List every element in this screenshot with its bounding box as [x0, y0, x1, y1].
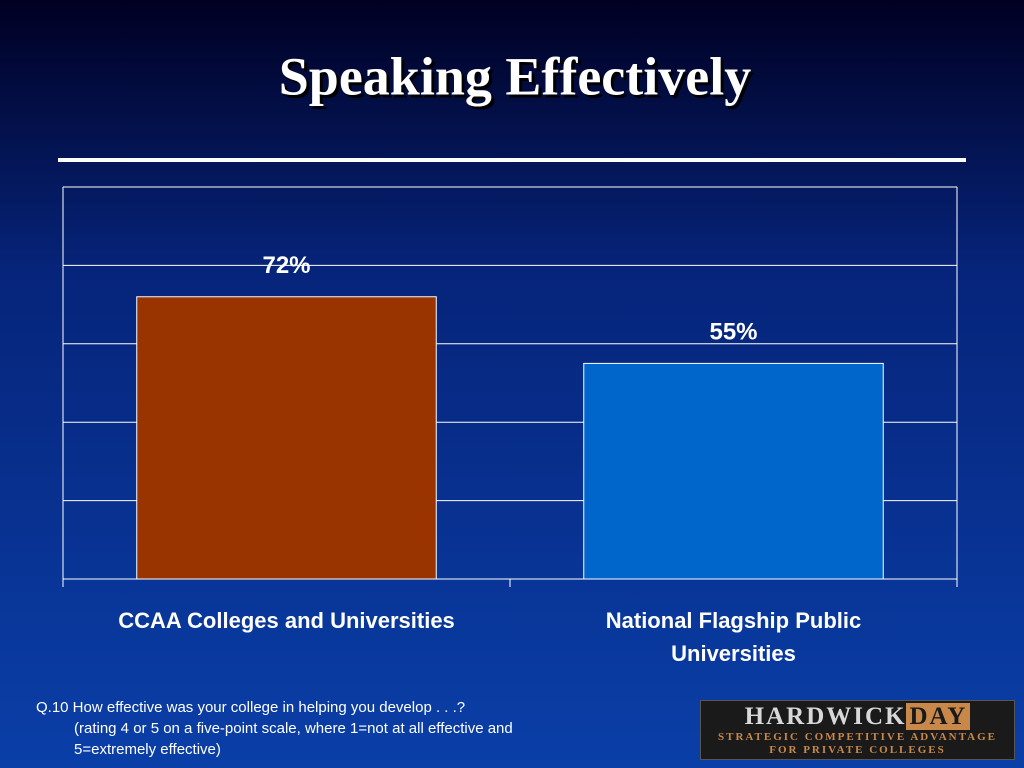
title-shadow: Speaking Effectively: [282, 49, 754, 109]
footnote-question: Q.10 How effective was your college in h…: [36, 699, 466, 716]
footnote-note: (rating 4 or 5 on a five-point scale, wh…: [74, 720, 513, 758]
bar: [136, 296, 437, 580]
logo-tagline: STRATEGIC COMPETITIVE ADVANTAGE: [718, 731, 997, 743]
logo-name: HARDWICK DAY: [701, 703, 1014, 731]
data-label: 72%: [262, 252, 310, 279]
logo: HARDWICK DAY STRATEGIC COMPETITIVE ADVANT…: [700, 700, 1015, 760]
chart-title: Speaking Effectively: [279, 46, 751, 106]
logo-name-main: HARDWICK: [744, 703, 907, 730]
data-label: 55%: [709, 319, 757, 346]
logo-name-highlight: DAY: [906, 703, 971, 730]
x-tick-label: National Flagship Public Universities: [605, 608, 862, 666]
x-tick-label: CCAA Colleges and Universities: [118, 608, 455, 633]
bar: [583, 362, 884, 580]
logo-tagline: FOR PRIVATE COLLEGES: [769, 744, 946, 756]
